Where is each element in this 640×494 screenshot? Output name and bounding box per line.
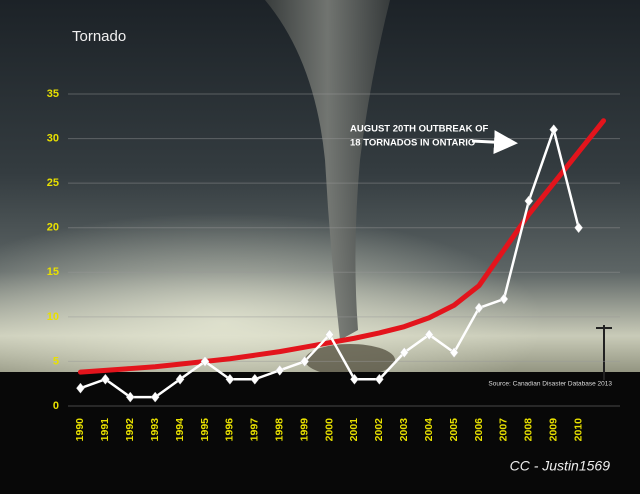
x-tick-label: 1999	[298, 418, 310, 442]
annotation-arrow	[471, 130, 518, 155]
y-tick-label: 20	[47, 222, 59, 234]
funnel	[265, 0, 390, 340]
point-marker	[125, 391, 135, 403]
point-marker	[499, 293, 509, 305]
point-marker	[350, 373, 359, 385]
x-tick-label: 2006	[473, 418, 485, 442]
point-marker	[399, 347, 409, 358]
x-tick-label: 1994	[174, 418, 186, 442]
point-marker	[449, 347, 459, 358]
x-tick-label: 1998	[274, 418, 286, 442]
point-marker	[76, 382, 85, 394]
point-marker	[524, 195, 534, 207]
y-tick-label: 10	[47, 311, 59, 323]
point-marker	[225, 373, 235, 385]
point-marker	[275, 364, 285, 376]
x-tick-label: 2000	[323, 418, 335, 442]
x-tick-label: 2001	[348, 418, 360, 442]
point-marker	[325, 329, 334, 341]
annotation: 18 TORNADOS IN ONTARIO	[350, 138, 475, 149]
y-tick-label: 25	[47, 177, 59, 189]
chart-title: Tornado	[72, 28, 126, 45]
x-tick-label: 1991	[99, 418, 111, 442]
point-marker	[474, 302, 484, 314]
point-marker	[175, 373, 185, 385]
x-tick-label: 1990	[74, 418, 86, 442]
y-tick-label: 15	[47, 266, 59, 278]
x-tick-label: 2003	[398, 418, 410, 442]
point-marker	[424, 329, 434, 341]
x-tick-label: 1995	[199, 418, 211, 442]
point-marker	[574, 222, 583, 234]
x-tick-label: 2009	[548, 418, 560, 442]
plot-area: 0 5 10 15 20 25 30 35 1990 1991 1992 1993 1994 1995 19…	[47, 88, 620, 441]
debris	[305, 344, 395, 376]
x-tick-label: 1996	[224, 418, 236, 442]
y-tick-label: 35	[47, 88, 59, 100]
y-tick-label: 30	[47, 132, 59, 144]
y-tick-label: 5	[53, 355, 59, 367]
point-marker	[150, 391, 160, 403]
x-tick-label: 1997	[249, 418, 261, 442]
x-tick-label: 2004	[423, 418, 435, 442]
point-marker	[300, 356, 309, 367]
x-tick-label: 2007	[498, 418, 510, 442]
point-marker	[375, 373, 384, 385]
x-tick-label: 2002	[373, 418, 385, 442]
x-tick-label: 1993	[149, 418, 161, 442]
point-marker	[101, 373, 110, 385]
x-tick-label: 1992	[124, 418, 136, 442]
y-tick-label: 0	[53, 400, 59, 412]
annotation: AUGUST 20TH OUTBREAK OF	[350, 124, 488, 135]
source-note: Source: Canadian Disaster Database 2013	[488, 381, 612, 388]
point-marker	[549, 124, 559, 136]
x-tick-label: 2010	[572, 418, 584, 442]
point-marker	[250, 373, 260, 385]
credit: CC - Justin1569	[510, 458, 611, 474]
trend-line	[77, 118, 607, 375]
point-marker	[200, 356, 210, 367]
x-tick-label: 2008	[523, 418, 535, 442]
ground	[0, 372, 640, 494]
x-tick-label: 2005	[448, 418, 460, 442]
